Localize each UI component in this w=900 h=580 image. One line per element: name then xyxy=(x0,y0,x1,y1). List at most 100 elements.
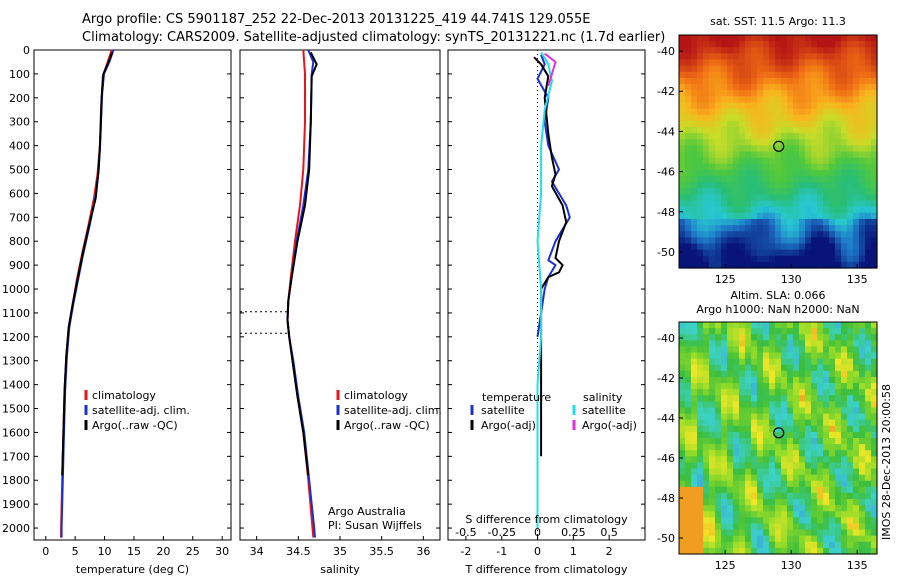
heatmap-cell xyxy=(847,243,854,251)
heatmap-cell xyxy=(829,114,836,122)
heatmap-cell xyxy=(751,401,758,409)
heatmap-cell xyxy=(859,511,866,518)
heatmap-cell xyxy=(727,151,734,159)
series-line-argo-raw-qc- xyxy=(61,52,114,476)
heatmap-cell xyxy=(775,492,782,500)
heatmap-cell xyxy=(709,389,716,396)
heatmap-cell xyxy=(775,395,782,402)
heatmap-cell xyxy=(769,511,776,518)
heatmap-cell xyxy=(721,53,728,61)
heatmap-cell xyxy=(697,541,704,549)
heatmap-cell xyxy=(685,139,692,146)
heatmap-cell xyxy=(715,188,722,196)
map-title: sat. SST: 11.5 Argo: 11.3 xyxy=(710,15,846,28)
heatmap-cell xyxy=(859,157,866,165)
heatmap-cell xyxy=(733,486,740,494)
heatmap-cell xyxy=(823,407,830,415)
heatmap-cell xyxy=(739,346,746,354)
heatmap-cell xyxy=(817,35,824,42)
heatmap-cell xyxy=(769,96,776,104)
heatmap-cell xyxy=(721,517,728,525)
heatmap-cell xyxy=(757,261,764,269)
heatmap-cell xyxy=(709,151,716,159)
heatmap-cell xyxy=(853,340,860,348)
heatmap-cell xyxy=(739,231,746,238)
heatmap-cell xyxy=(691,511,698,518)
heatmap-cell xyxy=(733,139,740,146)
heatmap-cell xyxy=(853,425,860,433)
heatmap-cell xyxy=(829,370,836,378)
heatmap-cell xyxy=(691,53,698,61)
heatmap-cell xyxy=(865,468,872,476)
heatmap-cell xyxy=(823,541,830,549)
heatmap-cell xyxy=(703,151,710,159)
heatmap-cell xyxy=(847,547,854,555)
heatmap-cell xyxy=(739,523,746,531)
heatmap-cell xyxy=(757,47,764,54)
heatmap-cell xyxy=(697,383,704,390)
heatmap-cell xyxy=(703,322,710,329)
heatmap-cell xyxy=(817,425,824,433)
heatmap-cell xyxy=(859,133,866,140)
heatmap-cell xyxy=(805,225,812,232)
heatmap-cell xyxy=(727,486,734,494)
heatmap-cell xyxy=(763,126,770,134)
heatmap-cell xyxy=(799,383,806,390)
heatmap-cell xyxy=(751,431,758,439)
heatmap-cell xyxy=(865,383,872,390)
heatmap-cell xyxy=(793,340,800,348)
heatmap-cell xyxy=(763,194,770,202)
heatmap-cell xyxy=(781,370,788,378)
heatmap-cell xyxy=(733,218,740,226)
heatmap-cell xyxy=(817,346,824,354)
heatmap-cell xyxy=(829,358,836,366)
heatmap-cell xyxy=(835,169,842,177)
heatmap-cell xyxy=(739,194,746,202)
heatmap-cell xyxy=(775,84,782,91)
heatmap-cell xyxy=(811,505,818,512)
heatmap-cell xyxy=(835,218,842,226)
heatmap-cell xyxy=(685,407,692,415)
heatmap-cell xyxy=(781,90,788,97)
heatmap-cell xyxy=(697,444,704,451)
heatmap-cell xyxy=(679,176,686,183)
heatmap-cell xyxy=(841,462,848,470)
heatmap-cell xyxy=(769,114,776,122)
heatmap-cell xyxy=(865,212,872,220)
heatmap-cell xyxy=(787,547,794,555)
heatmap-cell xyxy=(787,139,794,146)
heatmap-cell xyxy=(823,194,830,202)
heatmap-cell xyxy=(763,163,770,171)
heatmap-cell xyxy=(763,438,770,445)
heatmap-cell xyxy=(727,395,734,402)
heatmap-cell xyxy=(781,59,788,67)
heatmap-cell xyxy=(745,90,752,97)
heatmap-cell xyxy=(859,419,866,427)
heatmap-cell xyxy=(691,133,698,140)
heatmap-cell xyxy=(817,163,824,171)
heatmap-cell xyxy=(799,529,806,537)
heatmap-cell xyxy=(799,169,806,177)
heatmap-cell xyxy=(775,480,782,488)
heatmap-cell xyxy=(817,243,824,251)
heatmap-cell xyxy=(703,114,710,122)
heatmap-cell xyxy=(697,535,704,543)
heatmap-cell xyxy=(697,492,704,500)
heatmap-cell xyxy=(787,77,794,85)
heatmap-cell xyxy=(817,431,824,439)
heatmap-cell xyxy=(679,108,686,116)
heatmap-cell xyxy=(841,376,848,384)
heatmap-cell xyxy=(721,431,728,439)
heatmap-cell xyxy=(715,133,722,140)
heatmap-cell xyxy=(841,102,848,110)
heatmap-cell xyxy=(835,84,842,91)
heatmap-cell xyxy=(781,511,788,518)
heatmap-cell xyxy=(715,438,722,445)
heatmap-cell xyxy=(685,188,692,196)
heatmap-cell xyxy=(727,90,734,97)
heatmap-cell xyxy=(739,71,746,79)
heatmap-cell xyxy=(859,145,866,153)
heatmap-cell xyxy=(703,35,710,42)
heatmap-cell xyxy=(829,505,836,512)
heatmap-cell xyxy=(835,249,842,257)
